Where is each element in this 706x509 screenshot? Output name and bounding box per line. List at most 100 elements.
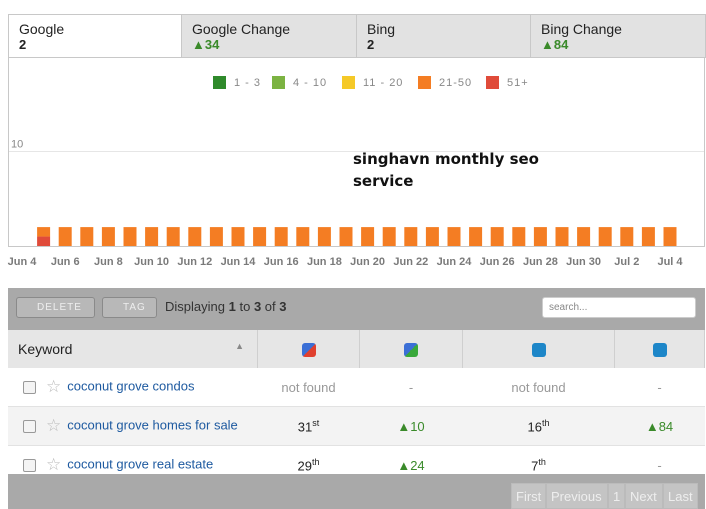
bar-segment	[404, 227, 418, 246]
tab-label: Google Change	[192, 21, 291, 37]
x-tick-label: Jul 2	[614, 256, 639, 268]
legend-label: 4 - 10	[293, 77, 327, 89]
bar-segment	[166, 227, 180, 246]
bar-segment	[512, 227, 526, 246]
google-change-cell: -	[359, 368, 463, 407]
table-row: ☆ coconut grove homes for sale 31st ▲10 16th…	[8, 406, 705, 446]
rank-suffix: th	[538, 456, 546, 467]
display-count: Displaying 1 to 3 of 3	[165, 299, 287, 314]
keyword-link[interactable]: coconut grove condos	[67, 378, 195, 394]
x-tick-label: Jun 26	[480, 256, 515, 268]
page-button[interactable]: Previous	[546, 483, 608, 509]
checkbox[interactable]	[23, 458, 36, 472]
keyword-table: Keyword ▲ ☆ coconut grove condos not found -…	[8, 330, 705, 485]
page-button[interactable]: First	[511, 483, 546, 509]
rank-suffix: th	[311, 456, 320, 467]
legend-swatch	[486, 76, 499, 89]
bar-segment	[145, 227, 159, 246]
x-tick-label: Jun 10	[134, 256, 169, 268]
checkbox[interactable]	[23, 419, 36, 433]
header-bing-change[interactable]	[614, 330, 705, 368]
bar-segment	[101, 227, 115, 246]
bar-segment	[123, 227, 137, 246]
tab-value: 2	[19, 37, 27, 52]
tag-button[interactable]: TAG	[102, 297, 157, 318]
legend-label: 51+	[507, 77, 529, 89]
tab-label: Bing	[367, 21, 396, 37]
legend-label: 1 - 3	[234, 77, 261, 89]
legend-label: 11 - 20	[363, 77, 403, 89]
bing-change-cell: ▲84	[614, 406, 705, 446]
bar-segment	[382, 227, 396, 246]
cell-text: not found	[281, 379, 336, 395]
bar-segment	[317, 227, 331, 246]
page-button[interactable]: Last	[663, 483, 698, 509]
cell-text: -	[408, 379, 414, 395]
star[interactable]: ☆	[46, 377, 62, 396]
bar-segment	[37, 236, 51, 246]
x-tick-label: Jun 16	[264, 256, 299, 268]
bar-segment	[361, 227, 375, 246]
plot-frame	[8, 57, 705, 247]
bar-segment	[469, 227, 483, 246]
keyword-cell: ☆ coconut grove homes for sale	[8, 406, 258, 446]
bar-segment	[253, 227, 267, 246]
bar-segment	[598, 227, 612, 246]
bar-segment	[533, 227, 547, 246]
header-bing[interactable]	[462, 330, 615, 368]
bar-segment	[447, 227, 461, 246]
google-cell: 31st	[257, 406, 360, 446]
change-arrow: ▲	[397, 418, 411, 434]
change-value: 84	[658, 418, 674, 434]
bar-segment	[555, 227, 569, 246]
bar-segment	[620, 227, 634, 246]
checkbox[interactable]	[23, 380, 36, 394]
bar-segment	[209, 227, 223, 246]
bar-segment	[80, 227, 94, 246]
tab-value: 34	[204, 37, 220, 52]
change-arrow: ▲	[397, 457, 411, 473]
tab-arrow: ▲	[541, 37, 554, 52]
tab[interactable]: Bing 2	[356, 14, 531, 58]
rank: 29	[297, 458, 312, 474]
x-tick-label: Jun 18	[307, 256, 342, 268]
x-tick-label: Jun 6	[51, 256, 80, 268]
legend-swatch	[213, 76, 226, 89]
header-keyword[interactable]: Keyword ▲	[8, 330, 258, 368]
annotation: singhavn monthly seo service	[353, 150, 539, 190]
star[interactable]: ☆	[46, 416, 62, 435]
rank-suffix: th	[541, 417, 550, 428]
x-tick-label: Jun 30	[566, 256, 601, 268]
keyword-link[interactable]: coconut grove real estate	[67, 456, 214, 472]
tab[interactable]: Bing Change ▲84	[530, 14, 706, 58]
bar-segment	[577, 227, 591, 246]
tab[interactable]: Google 2	[8, 14, 182, 58]
y-tick-label: 10	[11, 138, 23, 150]
header-google[interactable]	[257, 330, 360, 368]
x-tick-label: Jun 28	[523, 256, 558, 268]
table-row: ☆ coconut grove condos not found - not found…	[8, 368, 705, 407]
delete-button[interactable]: DELETE	[16, 297, 95, 318]
tab-label: Bing Change	[541, 21, 622, 37]
bing-cell: not found	[462, 368, 615, 407]
bar-segment	[274, 227, 288, 246]
keyword-link[interactable]: coconut grove homes for sale	[67, 417, 238, 433]
star[interactable]: ☆	[46, 455, 62, 474]
rank: 7	[531, 458, 539, 474]
legend-swatch	[342, 76, 355, 89]
x-tick-label: Jun 24	[437, 256, 473, 268]
x-tick-label: Jun 20	[350, 256, 385, 268]
bar-segment	[339, 227, 353, 246]
legend-label: 21-50	[439, 77, 472, 89]
page-button[interactable]: 1	[608, 483, 625, 509]
legend-swatch	[418, 76, 431, 89]
x-tick-label: Jul 4	[657, 256, 683, 268]
bar-segment	[490, 227, 504, 246]
page-button[interactable]: Next	[625, 483, 663, 509]
search-input[interactable]: search...	[542, 297, 696, 318]
cell-text: -	[657, 379, 662, 395]
header-google-change[interactable]	[359, 330, 463, 368]
bar-segment	[188, 227, 202, 246]
tab-value: 84	[553, 37, 569, 52]
